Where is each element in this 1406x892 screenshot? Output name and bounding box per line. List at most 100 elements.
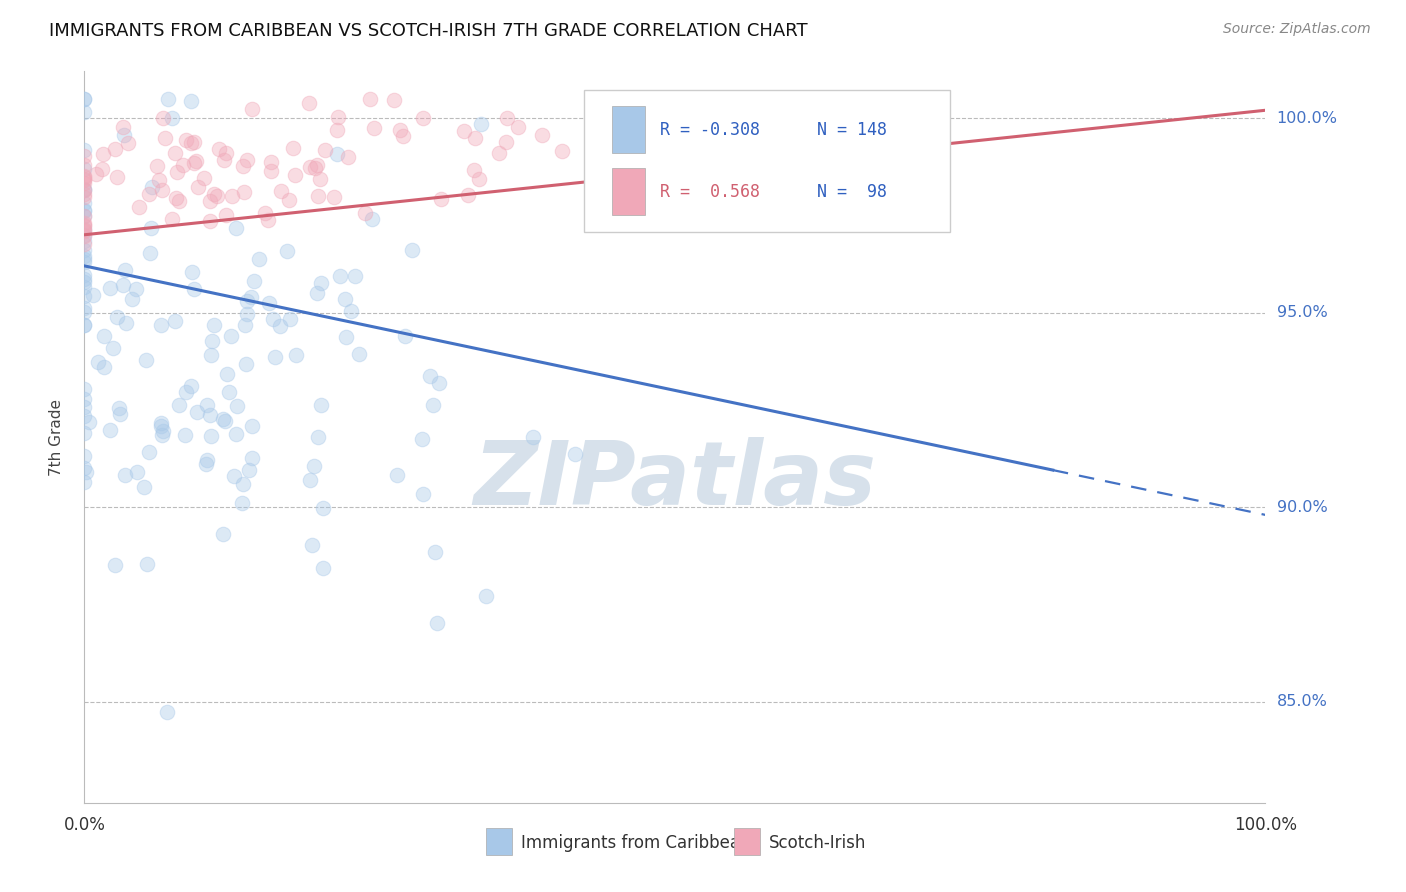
Point (114, 262, 136, 277)
Point (73, 196, 96, 211)
Point (194, 458, 217, 472)
Point (73, 149, 96, 163)
Point (73, 173, 96, 187)
Y-axis label: 7th Grade: 7th Grade (49, 399, 63, 475)
Point (104, 558, 127, 573)
Point (174, 133, 197, 147)
Text: R =  0.568: R = 0.568 (659, 183, 759, 201)
Point (73, 169, 96, 184)
Point (200, 213, 222, 227)
Point (363, 120, 385, 135)
Point (174, 384, 197, 399)
Point (323, 189, 346, 203)
Point (73, 305, 96, 319)
Point (111, 277, 134, 292)
Point (73, 92, 96, 106)
Point (201, 334, 224, 348)
Point (198, 194, 221, 208)
Point (141, 180, 163, 194)
Point (339, 304, 361, 318)
Point (73, 223, 96, 237)
Point (508, 120, 530, 134)
Point (91, 147, 114, 161)
Point (73, 169, 96, 183)
Point (150, 427, 173, 442)
Point (73, 209, 96, 223)
Point (104, 142, 127, 156)
Point (73, 216, 96, 230)
Point (240, 290, 263, 304)
Point (221, 329, 243, 343)
Point (73, 382, 96, 396)
Point (183, 282, 205, 296)
Point (283, 141, 305, 155)
Point (73, 143, 96, 157)
Point (75, 465, 97, 479)
Point (73, 237, 96, 252)
Text: ZIPatlas: ZIPatlas (474, 437, 876, 524)
Point (180, 136, 202, 150)
Point (394, 328, 416, 343)
Point (93, 359, 115, 374)
Point (411, 432, 433, 446)
Point (463, 162, 485, 177)
Point (218, 384, 240, 399)
Point (359, 92, 381, 106)
Point (259, 164, 281, 178)
Point (149, 419, 172, 434)
Point (236, 307, 259, 321)
Point (215, 208, 238, 222)
Point (138, 445, 160, 459)
Point (73, 425, 96, 440)
Point (125, 282, 148, 296)
Point (254, 205, 277, 219)
Point (392, 128, 415, 143)
Point (257, 213, 280, 227)
Point (233, 318, 256, 332)
Point (146, 159, 169, 173)
Text: Source: ZipAtlas.com: Source: ZipAtlas.com (1223, 22, 1371, 37)
Point (153, 131, 176, 145)
Point (243, 274, 266, 288)
Point (73, 176, 96, 190)
Point (200, 348, 222, 362)
Point (247, 252, 270, 267)
Point (426, 615, 449, 630)
Text: Immigrants from Caribbean: Immigrants from Caribbean (522, 834, 751, 852)
Point (139, 220, 162, 235)
Point (238, 463, 260, 477)
Point (214, 414, 236, 428)
Point (82, 288, 104, 302)
Point (73, 92, 96, 106)
Point (128, 200, 150, 214)
Point (152, 111, 174, 125)
Point (422, 399, 444, 413)
Point (73, 318, 96, 333)
Point (202, 318, 225, 333)
Point (278, 193, 301, 207)
Point (183, 135, 205, 149)
Point (117, 136, 139, 150)
Point (221, 188, 243, 202)
Point (382, 94, 405, 108)
Point (108, 401, 131, 415)
Point (114, 467, 136, 482)
Point (73, 475, 96, 489)
Point (73, 289, 96, 303)
Point (212, 153, 235, 168)
Point (73, 187, 96, 202)
Point (280, 312, 302, 326)
Point (225, 220, 247, 235)
Point (149, 417, 172, 431)
Point (163, 146, 186, 161)
Point (298, 473, 321, 487)
Point (231, 496, 253, 510)
Point (101, 341, 124, 355)
Point (73, 276, 96, 290)
Point (73, 268, 96, 282)
Point (186, 153, 208, 168)
Point (240, 451, 263, 466)
Text: 95.0%: 95.0% (1277, 305, 1327, 320)
Point (453, 124, 475, 138)
Point (73, 218, 96, 232)
